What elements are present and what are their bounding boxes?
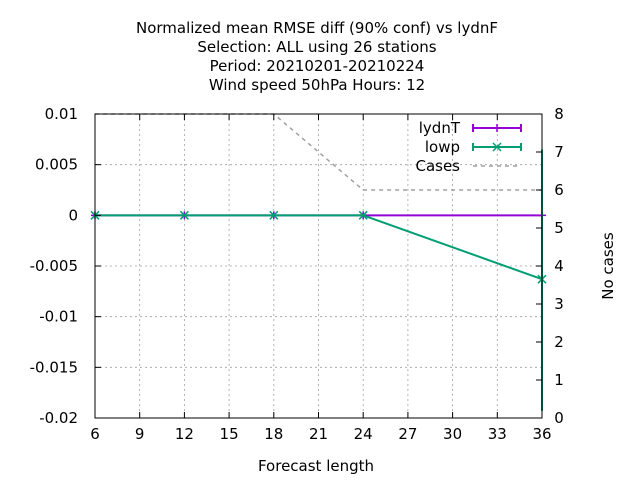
- y-tick-label: -0.015: [30, 358, 78, 376]
- grid: [95, 114, 542, 418]
- x-tick-label: 30: [443, 425, 462, 443]
- x-tick-label: 24: [354, 425, 373, 443]
- y-tick-label: -0.02: [39, 409, 78, 427]
- y2-tick-label: 1: [554, 371, 564, 389]
- x-tick-label: 18: [264, 425, 283, 443]
- x-axis-label: Forecast length: [258, 457, 374, 475]
- series-lowp-point-b: [358, 210, 368, 220]
- y2-axis-label: No cases: [599, 232, 617, 300]
- title-line-4: Wind speed 50hPa Hours: 12: [209, 76, 425, 94]
- y-tick-label: 0: [68, 206, 78, 224]
- y-tick-label: -0.01: [39, 308, 78, 326]
- x-tick-label: 21: [309, 425, 328, 443]
- legend-label-lydnT: lydnT: [419, 119, 461, 137]
- y2-tick-label: 3: [554, 295, 564, 313]
- series-lowp-point: [269, 210, 279, 220]
- legend-label-Cases: Cases: [415, 157, 460, 175]
- y2-tick-label: 4: [554, 257, 564, 275]
- y2-tick-label: 2: [554, 333, 564, 351]
- title-line-1: Normalized mean RMSE diff (90% conf) vs …: [136, 19, 498, 37]
- x-tick-label: 33: [488, 425, 507, 443]
- y2-tick-label: 0: [554, 409, 564, 427]
- y2-tick-label: 6: [554, 181, 564, 199]
- y2-tick-label: 7: [554, 143, 564, 161]
- ticks: 6 9 12 15 18 21 24 27 30 33 360.010.0050-0.005-0.0…: [30, 105, 564, 443]
- x-tick-label: 12: [175, 425, 194, 443]
- x-tick-label: 27: [398, 425, 417, 443]
- chart-title: Normalized mean RMSE diff (90% conf) vs …: [136, 19, 498, 94]
- x-tick-label: 36: [532, 425, 551, 443]
- series-lowp-point: [179, 210, 189, 220]
- y2-tick-label: 5: [554, 219, 564, 237]
- legend-label-lowp: lowp: [425, 138, 460, 156]
- x-tick-label: 15: [220, 425, 239, 443]
- y-tick-label: 0.01: [45, 105, 78, 123]
- y-tick-label: -0.005: [30, 257, 78, 275]
- legend-marker-lowp: [492, 142, 502, 152]
- series-lowp-point-b: [269, 210, 279, 220]
- x-tick-label: 9: [135, 425, 145, 443]
- x-tick-label: 6: [90, 425, 100, 443]
- y2-tick-label: 8: [554, 105, 564, 123]
- title-line-3: Period: 20210201-20210224: [210, 57, 425, 75]
- series-layer: [90, 113, 547, 411]
- series-lowp-point: [358, 210, 368, 220]
- title-line-2: Selection: ALL using 26 stations: [197, 38, 436, 56]
- legend-marker-lowp-b: [492, 142, 502, 152]
- y-tick-label: 0.005: [35, 156, 78, 174]
- series-lowp-point-b: [179, 210, 189, 220]
- legend-marker-lydnT: [493, 124, 501, 132]
